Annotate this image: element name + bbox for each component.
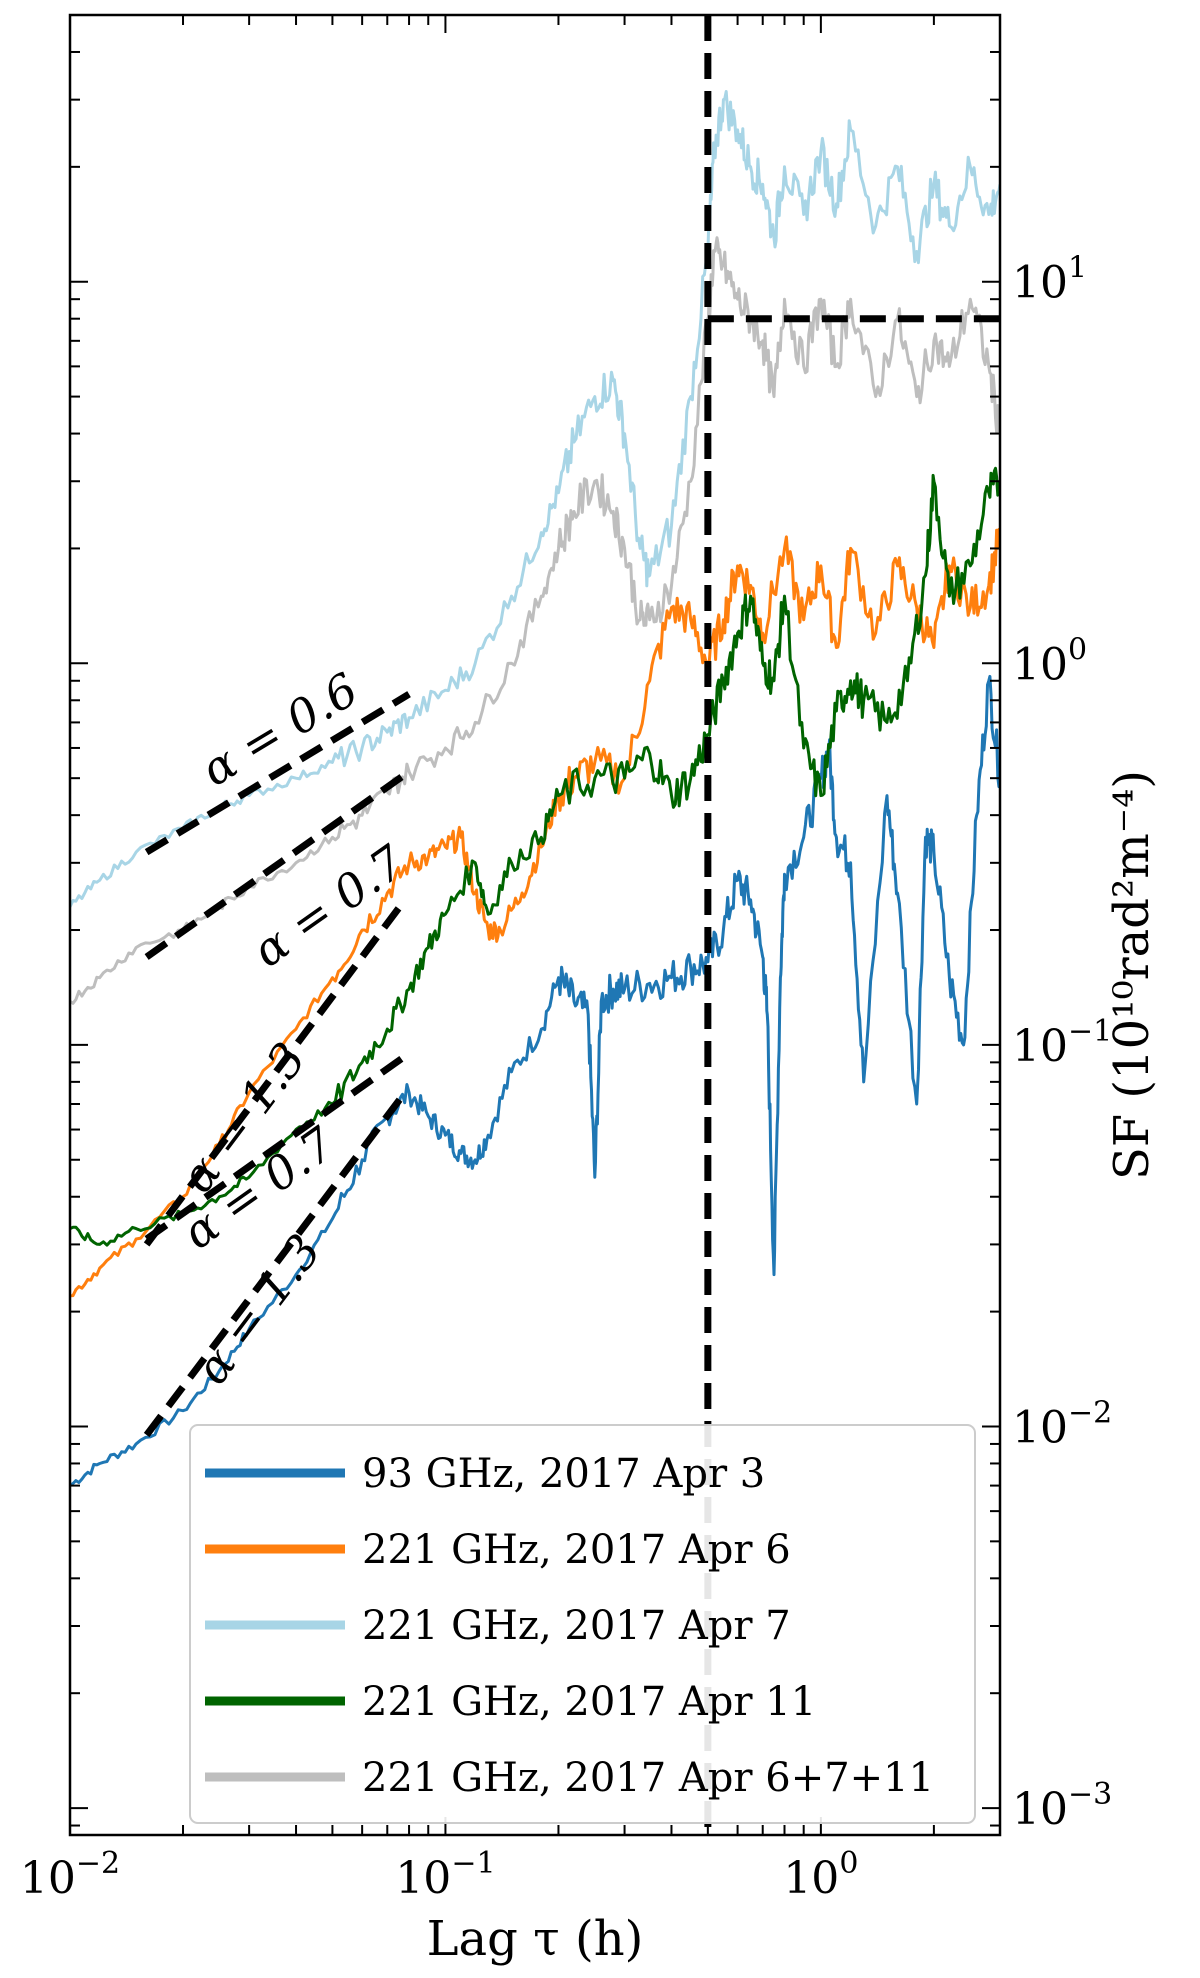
legend-entry: 221 GHz, 2017 Apr 7 [362,1603,791,1649]
power-law-fit-line-0 [144,691,411,856]
x-tick-label: 10−2 [20,1846,120,1904]
axes [68,13,1002,1837]
x-tick-label: 100 [783,1846,858,1904]
legend-entry: 221 GHz, 2017 Apr 6 [362,1527,791,1573]
plot-frame [68,13,1002,1837]
reference-lines [143,15,1000,1835]
y-tick-label: 10−1 [1012,1014,1112,1072]
y-tick-label: 100 [1012,632,1087,690]
y-tick-label: 10−2 [1012,1395,1112,1453]
annotations: α = 0.6α = 0.7α = 1.3α = 0.7α = 1.3 [170,662,415,1394]
y-tick-label: 101 [1012,251,1087,309]
y-tick-label: 10−3 [1012,1777,1112,1835]
power-law-fit-line-3 [144,1050,412,1242]
alpha-annotation: α = 0.6 [192,662,367,797]
y-axis-label: SF (10¹⁰rad²m⁻⁴) [1104,770,1160,1180]
alpha-annotation: α = 0.7 [243,834,415,978]
series-layer [70,90,1000,1487]
legend-entry: 221 GHz, 2017 Apr 6+7+11 [362,1755,934,1801]
legend-box [189,1424,976,1824]
legend-entry: 221 GHz, 2017 Apr 11 [362,1679,816,1725]
series-line-4 [70,236,1000,1005]
series-line-0 [70,674,1000,1487]
x-tick-label: 10−1 [395,1846,495,1904]
x-axis-label: Lag τ (h) [427,1911,644,1967]
series-line-1 [70,528,1000,1298]
legend: 93 GHz, 2017 Apr 3 221 GHz, 2017 Apr 6 221… [189,1424,976,1824]
legend-entry: 93 GHz, 2017 Apr 3 [362,1451,765,1497]
series-line-2 [70,90,1000,908]
tick-labels: 10−2 10−1 100 10−3 10−2 10−1 100 101 [20,251,1112,1904]
power-law-fit-line-1 [144,768,412,960]
